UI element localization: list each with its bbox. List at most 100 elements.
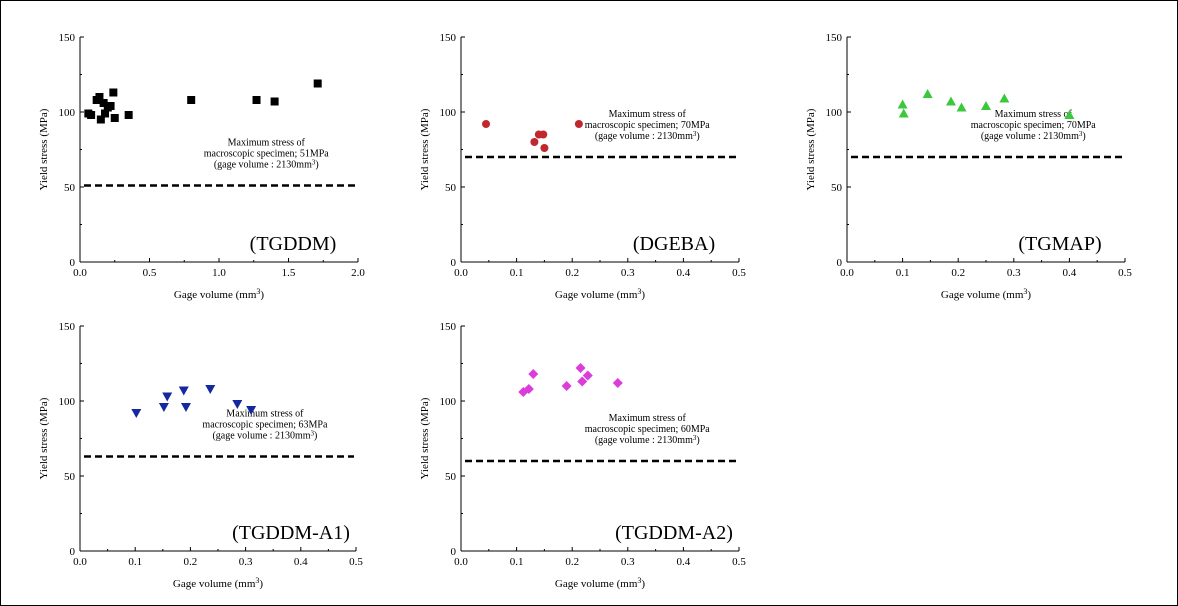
specimen-name-label: (DGEBA)	[633, 233, 715, 255]
data-point	[96, 115, 105, 124]
annotation-line-1: Maximum stress of	[995, 109, 1073, 120]
data-point	[956, 102, 967, 112]
y-tick-label: 150	[440, 32, 457, 44]
y-axis-label: Yield stress (MPa)	[805, 108, 817, 190]
x-tick-label: 0.2	[565, 267, 579, 279]
data-point	[612, 378, 623, 388]
y-tick-label: 50	[445, 471, 457, 483]
data-point	[945, 96, 956, 106]
data-point	[95, 93, 104, 101]
chart-panel-5: 0 50 100 150 0.0 0.1 0.2 0.3 0.4 0.5 Gage volume (…	[419, 321, 746, 590]
y-tick-label: 50	[64, 182, 76, 194]
x-tick-label: 0.2	[951, 267, 965, 279]
annotation-line-2: macroscopic specimen; 60MPa	[585, 424, 711, 435]
annotation-line-3: (gage volume : 2130mm3)	[595, 434, 700, 446]
data-point	[981, 101, 991, 110]
y-axis-label: Yield stress (MPa)	[419, 397, 431, 479]
data-point	[482, 120, 491, 128]
data-point	[232, 400, 243, 409]
data-point	[162, 392, 173, 402]
x-tick-label: 0.5	[732, 556, 746, 568]
x-tick-label: 0.1	[510, 556, 524, 568]
data-point	[187, 96, 196, 104]
data-point	[922, 89, 933, 98]
specimen-name-label: (TGDDM-A2)	[615, 522, 733, 544]
x-axis-label: Gage volume (mm3)	[555, 576, 645, 590]
y-tick-label: 100	[826, 107, 843, 119]
x-tick-label: 1.0	[212, 267, 226, 279]
data-point	[540, 144, 549, 152]
data-point	[99, 99, 108, 107]
data-point	[530, 138, 539, 146]
data-point	[180, 403, 191, 412]
x-tick-label: 0.4	[294, 556, 308, 568]
specimen-name-label: (TGDDM)	[250, 233, 337, 255]
y-tick-label: 150	[59, 32, 76, 44]
y-axis-label: Yield stress (MPa)	[38, 397, 50, 479]
data-point	[205, 385, 216, 394]
x-tick-label: 0.2	[565, 556, 579, 568]
data-point	[999, 93, 1010, 103]
chart-panel-3: 0 50 100 150 0.0 0.1 0.2 0.3 0.4 0.5 Gage volume (…	[805, 32, 1132, 301]
x-tick-label: 0.3	[621, 267, 635, 279]
data-point	[252, 96, 261, 104]
x-tick-label: 0.1	[510, 267, 524, 279]
data-point	[574, 120, 583, 128]
annotation-line-2: macroscopic specimen; 70MPa	[971, 120, 1097, 131]
data-point	[124, 111, 133, 119]
y-tick-label: 150	[440, 321, 457, 333]
y-tick-label: 50	[64, 471, 76, 483]
annotation-line-2: macroscopic specimen; 51MPa	[204, 149, 330, 160]
x-tick-label: 0.1	[896, 267, 910, 279]
data-point	[87, 111, 96, 119]
data-point	[178, 386, 189, 396]
specimen-name-label: (TGDDM-A1)	[232, 522, 350, 544]
x-tick-label: 0.0	[840, 267, 854, 279]
x-tick-label: 0.4	[677, 267, 691, 279]
x-axis-label: Gage volume (mm3)	[941, 287, 1031, 301]
data-point	[1064, 110, 1075, 119]
data-point	[898, 108, 909, 118]
data-point	[246, 406, 257, 415]
x-tick-label: 2.0	[351, 267, 365, 279]
data-point	[582, 370, 593, 381]
data-point	[270, 97, 279, 106]
annotation-line-3: (gage volume : 2130mm3)	[981, 130, 1086, 142]
y-tick-label: 0	[70, 546, 76, 558]
chart-panel-2: 0 50 100 150 0.0 0.1 0.2 0.3 0.4 0.5 Gage volume (…	[419, 32, 746, 301]
data-point	[109, 88, 118, 97]
x-tick-label: 0.4	[677, 556, 691, 568]
annotation-line-1: Maximum stress of	[226, 409, 304, 420]
y-tick-label: 0	[451, 257, 457, 269]
y-tick-label: 50	[831, 182, 843, 194]
annotation-line-1: Maximum stress of	[609, 413, 687, 424]
y-axis-label: Yield stress (MPa)	[38, 108, 50, 190]
y-tick-label: 100	[440, 107, 457, 119]
annotation-line-3: (gage volume : 2130mm3)	[595, 130, 700, 142]
annotation-line-1: Maximum stress of	[609, 109, 687, 120]
data-point	[313, 79, 322, 88]
y-tick-label: 100	[440, 396, 457, 408]
y-tick-label: 0	[70, 257, 76, 269]
y-tick-label: 0	[837, 257, 843, 269]
data-point	[575, 363, 586, 373]
y-tick-label: 50	[445, 182, 457, 194]
x-tick-label: 0.5	[1118, 267, 1132, 279]
data-point	[897, 99, 908, 109]
chart-panel-4: 0 50 100 150 0.0 0.1 0.2 0.3 0.4 0.5 Gage volume (…	[38, 321, 363, 590]
x-tick-label: 0.3	[621, 556, 635, 568]
annotation-line-2: macroscopic specimen; 63MPa	[202, 420, 328, 431]
data-point	[561, 381, 572, 391]
y-tick-label: 100	[59, 396, 76, 408]
x-tick-label: 0.2	[184, 556, 198, 568]
data-point	[158, 403, 169, 412]
chart-panel-1: 0 50 100 150 0.0 0.5 1.0 1.5 2.0 Gage volume (mm3…	[38, 32, 365, 301]
annotation-line-2: macroscopic specimen; 70MPa	[585, 120, 711, 131]
data-point	[523, 384, 534, 394]
data-point	[106, 102, 115, 110]
data-point	[539, 130, 548, 139]
x-axis-label: Gage volume (mm3)	[555, 287, 645, 301]
data-point	[131, 409, 142, 418]
